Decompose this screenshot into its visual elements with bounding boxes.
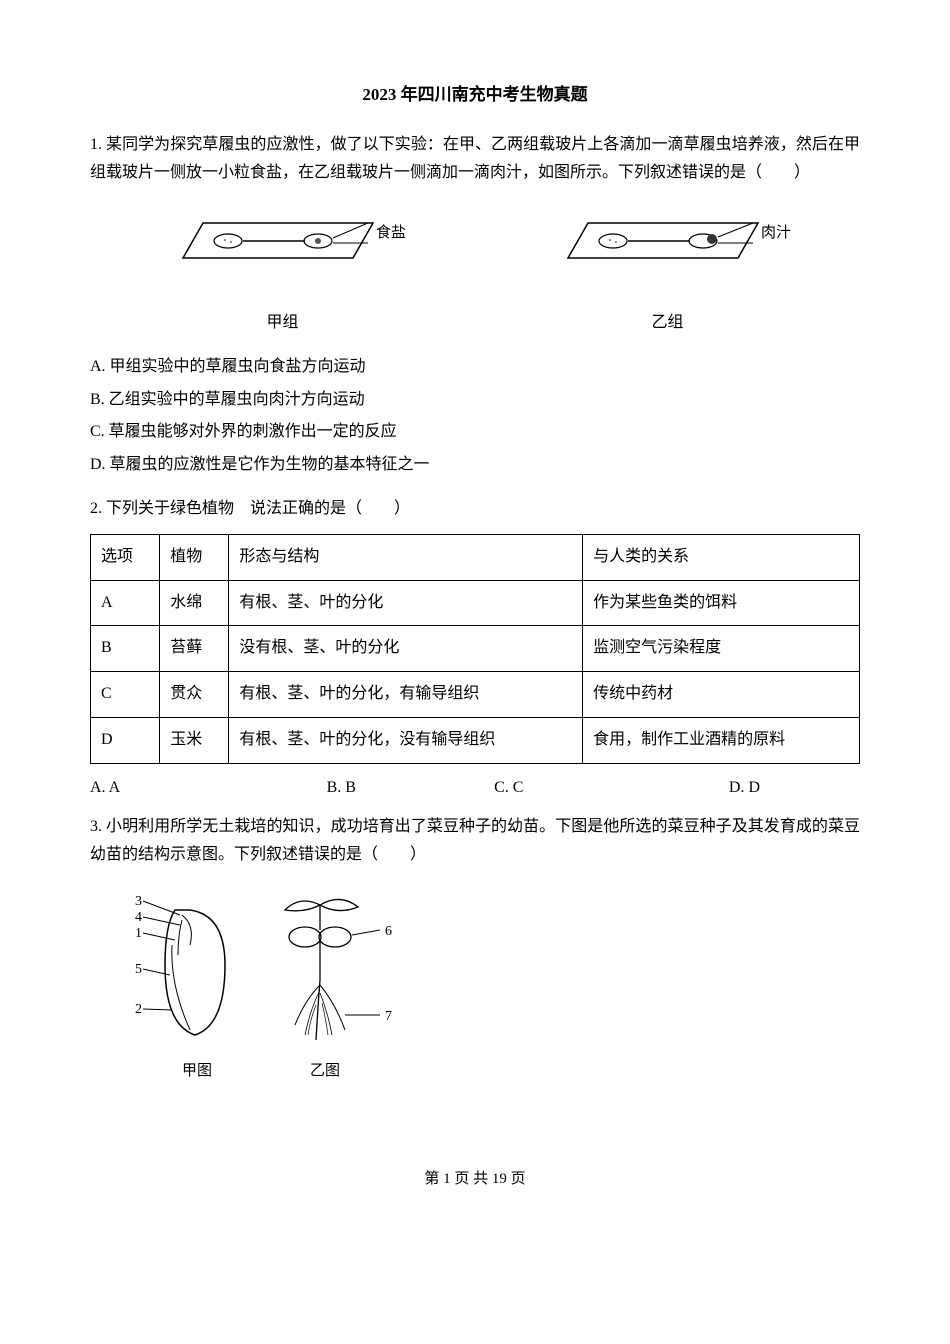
seed-seedling-svg: 3 4 1 5 2 6 7	[110, 885, 420, 1095]
num-7: 7	[385, 1009, 392, 1024]
q1-diagram-row: 食盐 肉汁	[90, 203, 860, 294]
q1-diagram-yi: 肉汁	[538, 203, 798, 294]
num-3: 3	[135, 894, 142, 909]
cell: 玉米	[160, 717, 229, 763]
q1-option-d: D. 草履虫的应激性是它作为生物的基本特征之一	[90, 451, 860, 480]
num-2: 2	[135, 1002, 142, 1017]
cell: C	[91, 672, 160, 718]
cell: 水绵	[160, 580, 229, 626]
cell: 监测空气污染程度	[583, 626, 860, 672]
q2-ans-d: D. D	[593, 774, 861, 803]
group-jia-label: 甲组	[109, 309, 456, 338]
th-plant: 植物	[160, 534, 229, 580]
salt-label: 食盐	[376, 224, 406, 241]
q3-diagram: 3 4 1 5 2 6 7	[110, 885, 860, 1106]
cell: 有根、茎、叶的分化，有输导组织	[229, 672, 583, 718]
table-row: B 苔藓 没有根、茎、叶的分化 监测空气污染程度	[91, 626, 860, 672]
th-relation: 与人类的关系	[583, 534, 860, 580]
cell: 食用，制作工业酒精的原料	[583, 717, 860, 763]
exam-title: 2023 年四川南充中考生物真题	[90, 80, 860, 111]
cell: D	[91, 717, 160, 763]
q1-diagram-jia: 食盐	[153, 203, 413, 294]
num-4: 4	[135, 910, 142, 925]
q1-option-b: B. 乙组实验中的草履虫向肉汁方向运动	[90, 386, 860, 415]
cell: A	[91, 580, 160, 626]
table-row: D 玉米 有根、茎、叶的分化，没有输导组织 食用，制作工业酒精的原料	[91, 717, 860, 763]
q2-ans-c: C. C	[425, 774, 593, 803]
table-row: C 贯众 有根、茎、叶的分化，有输导组织 传统中药材	[91, 672, 860, 718]
q1-option-c: C. 草履虫能够对外界的刺激作出一定的反应	[90, 418, 860, 447]
cell: 作为某些鱼类的饵料	[583, 580, 860, 626]
th-option: 选项	[91, 534, 160, 580]
fig-yi-label: 乙图	[310, 1062, 340, 1079]
q2-ans-a: A. A	[90, 774, 258, 803]
table-row: A 水绵 有根、茎、叶的分化 作为某些鱼类的饵料	[91, 580, 860, 626]
cell: 贯众	[160, 672, 229, 718]
cell: 有根、茎、叶的分化，没有输导组织	[229, 717, 583, 763]
page-footer: 第 1 页 共 19 页	[90, 1166, 860, 1193]
q1-group-labels: 甲组 乙组	[90, 309, 860, 338]
question-3-stem: 3. 小明利用所学无土栽培的知识，成功培育出了菜豆种子的幼苗。下图是他所选的菜豆…	[90, 813, 860, 871]
num-5: 5	[135, 962, 142, 977]
table-header-row: 选项 植物 形态与结构 与人类的关系	[91, 534, 860, 580]
cell: B	[91, 626, 160, 672]
th-structure: 形态与结构	[229, 534, 583, 580]
num-6: 6	[385, 924, 392, 939]
fig-jia-label: 甲图	[182, 1062, 212, 1079]
group-yi-label: 乙组	[494, 309, 841, 338]
cell: 传统中药材	[583, 672, 860, 718]
question-2-stem: 2. 下列关于绿色植物 说法正确的是（ ）	[90, 495, 860, 524]
q2-table: 选项 植物 形态与结构 与人类的关系 A 水绵 有根、茎、叶的分化 作为某些鱼类…	[90, 534, 860, 764]
q2-ans-b: B. B	[258, 774, 426, 803]
q2-answer-row: A. A B. B C. C D. D	[90, 774, 860, 803]
q1-option-a: A. 甲组实验中的草履虫向食盐方向运动	[90, 353, 860, 382]
num-1: 1	[135, 926, 142, 941]
cell: 没有根、茎、叶的分化	[229, 626, 583, 672]
slide-yi-svg: 肉汁	[538, 203, 798, 283]
cell: 有根、茎、叶的分化	[229, 580, 583, 626]
meat-juice-label: 肉汁	[761, 224, 791, 241]
cell: 苔藓	[160, 626, 229, 672]
question-1-stem: 1. 某同学为探究草履虫的应激性，做了以下实验：在甲、乙两组载玻片上各滴加一滴草…	[90, 131, 860, 189]
slide-jia-svg: 食盐	[153, 203, 413, 283]
